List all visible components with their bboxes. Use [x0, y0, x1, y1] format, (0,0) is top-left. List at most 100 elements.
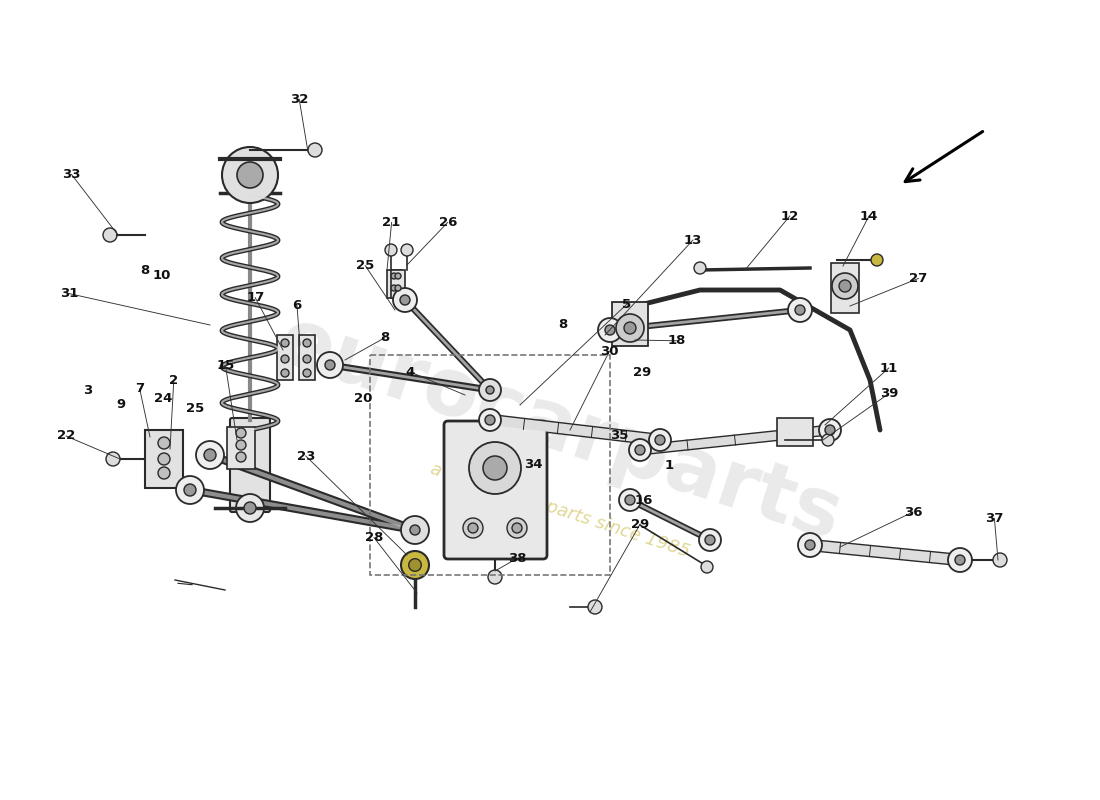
Text: 26: 26: [439, 216, 456, 229]
Circle shape: [788, 298, 812, 322]
Circle shape: [832, 273, 858, 299]
Circle shape: [598, 318, 622, 342]
Text: 5: 5: [623, 298, 631, 310]
Circle shape: [302, 355, 311, 363]
Circle shape: [805, 540, 815, 550]
Text: 37: 37: [986, 512, 1003, 525]
Circle shape: [701, 561, 713, 573]
Circle shape: [698, 529, 720, 551]
Circle shape: [468, 523, 478, 533]
Text: 16: 16: [635, 494, 652, 506]
Text: 32: 32: [290, 93, 308, 106]
Circle shape: [993, 553, 1007, 567]
Circle shape: [280, 339, 289, 347]
Text: 30: 30: [601, 345, 618, 358]
Text: 7: 7: [135, 382, 144, 395]
Text: 20: 20: [354, 392, 372, 405]
Circle shape: [625, 495, 635, 505]
Text: 4: 4: [406, 366, 415, 378]
Circle shape: [324, 360, 336, 370]
Circle shape: [385, 244, 397, 256]
Text: 8: 8: [559, 318, 568, 331]
Text: 22: 22: [57, 430, 75, 442]
Circle shape: [402, 551, 429, 579]
Text: 23: 23: [297, 450, 315, 462]
Text: 33: 33: [63, 168, 80, 181]
Circle shape: [488, 570, 502, 584]
Text: 10: 10: [153, 269, 170, 282]
Circle shape: [624, 322, 636, 334]
Circle shape: [204, 449, 216, 461]
Circle shape: [402, 244, 412, 256]
Text: 34: 34: [525, 458, 542, 470]
Circle shape: [948, 548, 972, 572]
Text: 25: 25: [186, 402, 204, 414]
Text: 9: 9: [117, 398, 125, 410]
Text: eurocarparts: eurocarparts: [268, 302, 851, 558]
Circle shape: [507, 518, 527, 538]
Circle shape: [158, 453, 170, 465]
Circle shape: [236, 162, 263, 188]
Bar: [277, 335, 293, 380]
Circle shape: [825, 425, 835, 435]
Circle shape: [184, 484, 196, 496]
Text: 28: 28: [365, 531, 383, 544]
Circle shape: [236, 440, 246, 450]
Circle shape: [317, 352, 343, 378]
Circle shape: [629, 439, 651, 461]
Bar: [777, 418, 813, 446]
Circle shape: [236, 428, 246, 438]
Circle shape: [871, 254, 883, 266]
Circle shape: [280, 369, 289, 377]
Circle shape: [478, 379, 500, 401]
Text: 11: 11: [880, 362, 898, 374]
Circle shape: [588, 600, 602, 614]
Circle shape: [390, 285, 397, 291]
Circle shape: [820, 419, 842, 441]
FancyBboxPatch shape: [444, 421, 547, 559]
Text: 24: 24: [154, 392, 172, 405]
Text: 3: 3: [84, 384, 92, 397]
Circle shape: [395, 273, 402, 279]
Circle shape: [410, 525, 420, 535]
Bar: [299, 335, 315, 380]
Circle shape: [469, 442, 521, 494]
Circle shape: [478, 409, 500, 431]
Text: 25: 25: [356, 259, 374, 272]
Circle shape: [402, 516, 429, 544]
Bar: [145, 430, 183, 488]
Circle shape: [390, 273, 397, 279]
Circle shape: [103, 228, 117, 242]
Circle shape: [694, 262, 706, 274]
Circle shape: [395, 285, 402, 291]
Text: 31: 31: [60, 287, 78, 300]
Circle shape: [512, 523, 522, 533]
Circle shape: [616, 314, 644, 342]
Circle shape: [955, 555, 965, 565]
Text: 29: 29: [631, 518, 649, 530]
Text: 38: 38: [508, 552, 526, 565]
Text: 27: 27: [910, 272, 927, 285]
Circle shape: [393, 288, 417, 312]
Circle shape: [196, 441, 224, 469]
Circle shape: [106, 452, 120, 466]
Circle shape: [302, 339, 311, 347]
Circle shape: [158, 437, 170, 449]
Text: 1: 1: [664, 459, 673, 472]
Bar: [390, 270, 405, 298]
Circle shape: [236, 494, 264, 522]
Bar: [227, 427, 255, 469]
Text: 8: 8: [381, 331, 389, 344]
Text: 13: 13: [684, 234, 702, 246]
Circle shape: [483, 456, 507, 480]
Text: 18: 18: [668, 334, 685, 347]
Circle shape: [308, 143, 322, 157]
Circle shape: [222, 147, 278, 203]
Circle shape: [654, 435, 666, 445]
Text: a passion for parts since 1985: a passion for parts since 1985: [428, 459, 692, 561]
Text: 29: 29: [634, 366, 651, 379]
Text: 8: 8: [141, 264, 150, 277]
Circle shape: [705, 535, 715, 545]
Text: 17: 17: [246, 291, 264, 304]
Circle shape: [798, 533, 822, 557]
